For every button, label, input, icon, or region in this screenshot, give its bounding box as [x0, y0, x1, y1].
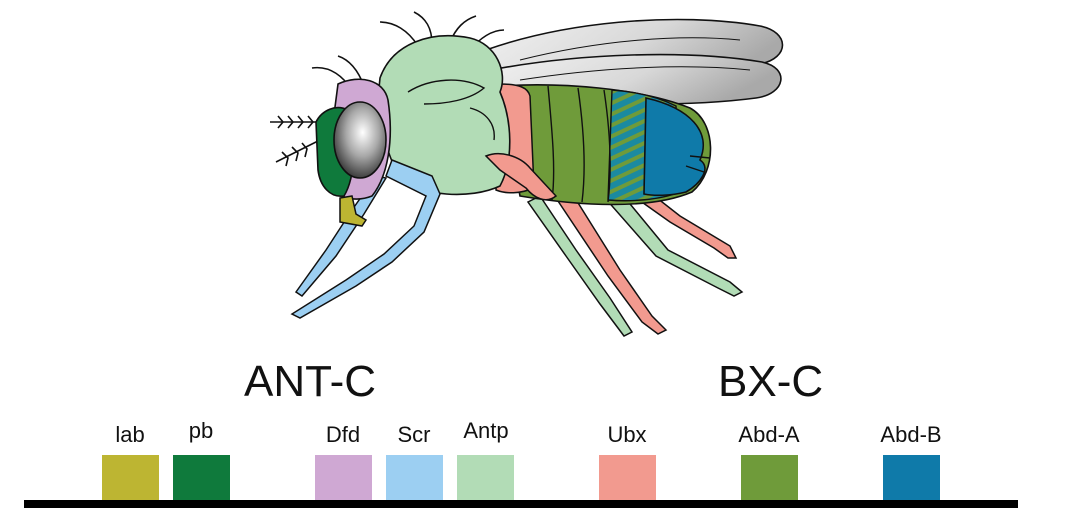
gene-box-pb: [173, 455, 230, 501]
gene-label-abd-a: Abd-A: [738, 422, 800, 447]
gene-box-lab: [102, 455, 159, 501]
wings: [468, 18, 784, 105]
gene-box-dfd: [315, 455, 372, 501]
gene-box-abd-b: [883, 455, 940, 501]
gene-box-antp: [457, 455, 514, 501]
bx-c-title: BX-C: [718, 357, 824, 406]
gene-box-ubx: [599, 455, 656, 501]
gene-label-dfd: Dfd: [325, 422, 361, 447]
gene-label-abd-b: Abd-B: [880, 422, 942, 447]
middle-leg: [484, 152, 558, 201]
mouthparts: [339, 195, 368, 227]
gene-label-scr: Scr: [397, 422, 431, 447]
chromosome-line: [24, 500, 1018, 508]
ant-c-title: ANT-C: [244, 357, 376, 406]
gene-label-pb: pb: [188, 418, 214, 443]
compound-eye: [333, 101, 387, 179]
gene-label-ubx: Ubx: [607, 422, 647, 447]
abdomen-tip: [643, 97, 706, 197]
gene-box-abd-a: [741, 455, 798, 501]
gene-box-scr: [386, 455, 443, 501]
gene-label-antp: Antp: [463, 418, 509, 443]
gene-label-lab: lab: [115, 422, 145, 447]
antenna-bristles: [270, 115, 321, 167]
fly-illustration: [270, 11, 784, 337]
front-leg: [290, 159, 441, 319]
